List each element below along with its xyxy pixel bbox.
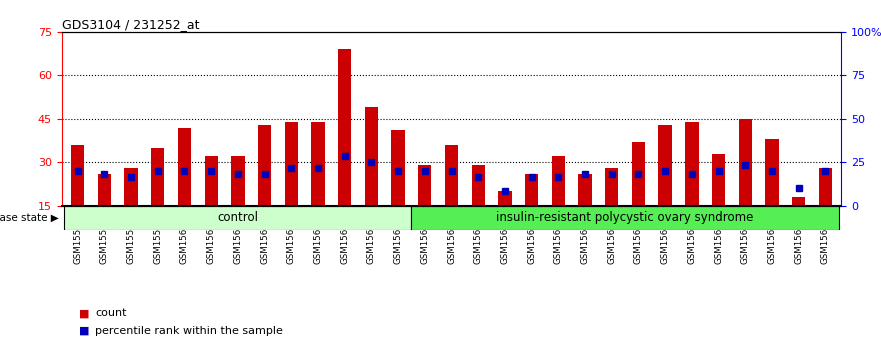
Bar [178, 127, 191, 206]
Bar [391, 130, 404, 206]
Bar [365, 107, 378, 206]
Text: ■: ■ [79, 308, 90, 318]
Text: count: count [95, 308, 127, 318]
Text: percentile rank within the sample: percentile rank within the sample [95, 326, 283, 336]
Bar [258, 125, 271, 206]
Bar [685, 122, 699, 206]
Bar [578, 174, 592, 206]
Bar [338, 49, 352, 206]
Bar [738, 119, 751, 206]
Bar [411, 206, 839, 230]
Bar [152, 148, 165, 206]
Bar [632, 142, 645, 206]
Bar [231, 156, 245, 206]
Bar [418, 165, 432, 206]
Bar [499, 191, 512, 206]
Bar [471, 165, 485, 206]
Text: disease state ▶: disease state ▶ [0, 213, 59, 223]
Text: insulin-resistant polycystic ovary syndrome: insulin-resistant polycystic ovary syndr… [496, 211, 754, 224]
Bar [552, 156, 565, 206]
Bar [818, 168, 832, 206]
Bar [98, 174, 111, 206]
Text: GDS3104 / 231252_at: GDS3104 / 231252_at [62, 18, 199, 31]
Bar [285, 122, 298, 206]
Text: ■: ■ [79, 326, 90, 336]
Bar [311, 122, 325, 206]
Bar [792, 197, 805, 206]
Bar [124, 168, 137, 206]
Bar [71, 145, 85, 206]
Bar [712, 154, 725, 206]
Bar [204, 156, 218, 206]
Bar [605, 168, 618, 206]
Bar [766, 139, 779, 206]
Bar [64, 206, 411, 230]
Text: control: control [218, 211, 258, 224]
Bar [525, 174, 538, 206]
Bar [445, 145, 458, 206]
Bar [658, 125, 672, 206]
